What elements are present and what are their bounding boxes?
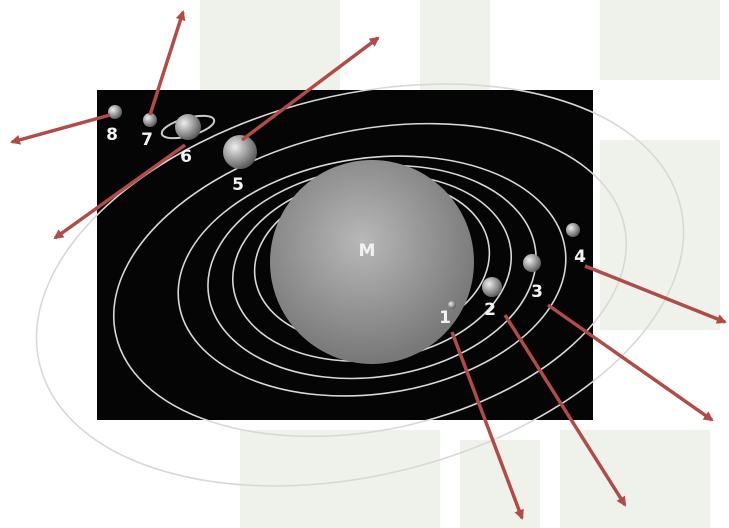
arrow — [240, 36, 380, 142]
planet — [143, 113, 157, 127]
planet-label: 5 — [232, 175, 244, 195]
arrow — [148, 10, 186, 116]
arrow — [10, 113, 111, 145]
center-label: M — [359, 241, 376, 261]
planet-label: 7 — [141, 130, 153, 150]
arrow — [503, 314, 627, 507]
planet-label: 6 — [180, 147, 192, 167]
watermark-block — [600, 0, 720, 80]
arrow — [53, 143, 187, 240]
orbit — [112, 122, 628, 438]
planet — [482, 277, 502, 297]
planet-label: 2 — [484, 300, 496, 320]
planet-label: 4 — [574, 247, 586, 267]
planet-label: 8 — [106, 125, 118, 145]
orbit — [35, 83, 685, 487]
planet — [175, 114, 201, 140]
planet-labels: 1 2 3 4 5 6 7 8 — [106, 125, 586, 328]
arrow — [450, 331, 524, 520]
watermark — [200, 0, 720, 528]
planet — [223, 135, 257, 169]
planets — [108, 105, 580, 309]
planet — [566, 223, 580, 237]
planet-label: 3 — [531, 282, 543, 302]
watermark-block — [240, 430, 440, 528]
planet — [108, 105, 122, 119]
planet — [523, 254, 541, 272]
sun — [270, 160, 474, 364]
planet-label: 1 — [439, 308, 451, 328]
watermark-block — [600, 140, 720, 330]
arrow — [584, 264, 727, 324]
watermark-block — [560, 430, 710, 528]
arrow — [546, 303, 714, 422]
watermark-block — [420, 0, 490, 90]
arrows — [10, 10, 727, 520]
watermark-block — [200, 0, 340, 90]
watermark-block — [460, 440, 540, 528]
orbit — [177, 155, 567, 397]
planet — [448, 301, 456, 309]
